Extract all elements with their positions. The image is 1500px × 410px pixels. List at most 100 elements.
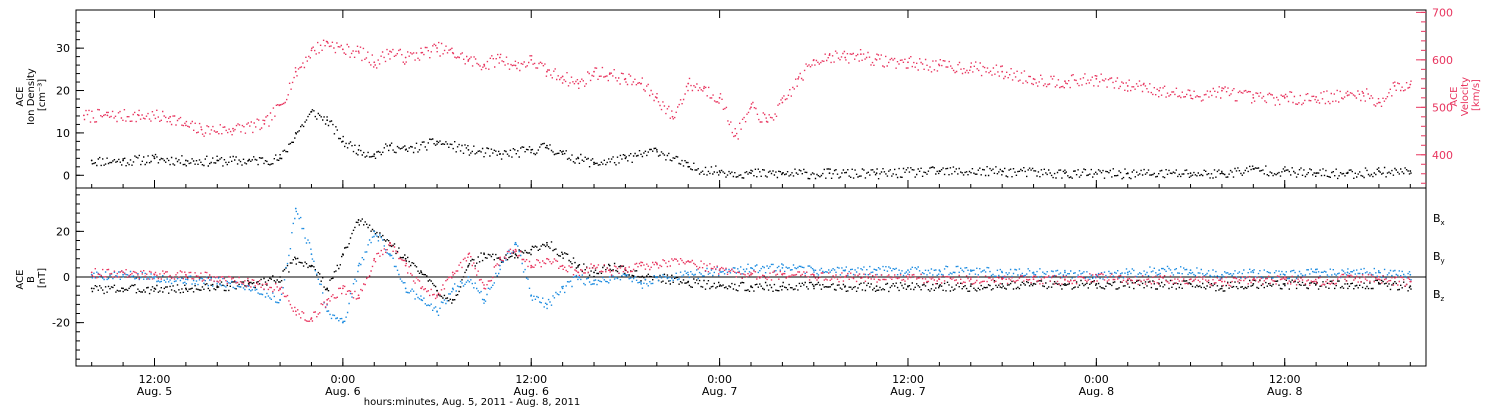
series-by-point-24: [561, 287, 564, 290]
series-bz-point-14: [404, 264, 407, 267]
top-right-tick-label-2: 600: [1432, 54, 1453, 67]
series-by-point-16: [436, 310, 438, 313]
series-bz-point-32: [718, 269, 721, 272]
series-by-point-43: [1064, 271, 1066, 274]
series-density-point-2: [153, 157, 156, 160]
series-bz-point-15: [420, 287, 423, 290]
series-bz-point-19: [483, 287, 486, 290]
series-density-point-39: [1315, 172, 1318, 175]
series-density-point-41: [1378, 170, 1380, 172]
series-bz-point-13: [389, 241, 391, 244]
bottom-left-title-line-1: ACE: [15, 270, 26, 290]
series-density-point-7: [294, 132, 297, 134]
series-by-point-8: [310, 253, 313, 256]
top-left-tick-label-3: 30: [56, 42, 70, 55]
series-by-point-36: [844, 269, 847, 272]
series-bz-point-26: [593, 264, 595, 267]
series-bz-point-29: [640, 264, 643, 267]
series-velocity-point-26: [561, 75, 564, 78]
top-right-title-line-3: [km/s]: [1471, 79, 1482, 111]
series-velocity-point-45: [859, 53, 862, 56]
legend-Bx: Bx: [1433, 212, 1445, 227]
series-density-point-40: [1346, 172, 1349, 175]
series-velocity-point-33: [671, 115, 674, 118]
series-bx-point-40: [969, 285, 972, 288]
series-density-point-32: [1001, 170, 1004, 172]
bottom-left-axis: -20 0 20: [52, 194, 84, 360]
series-bz-point-20: [498, 257, 501, 260]
top-right-tick-label-3: 700: [1432, 6, 1453, 19]
series-density-point-27: [750, 172, 752, 175]
series-by-point-50: [1283, 273, 1286, 276]
series-velocity-point-21: [483, 63, 486, 66]
series-bx-point-19: [483, 253, 486, 256]
series-bx-point-48: [1221, 285, 1223, 288]
series-bz-point-16: [436, 294, 438, 297]
series-velocity-point-63: [1362, 92, 1365, 94]
x-tick-date-3: Aug. 7: [702, 385, 737, 398]
series-density-point-22: [593, 161, 595, 164]
series-by-point-23: [546, 303, 548, 306]
series-by-point-27: [608, 276, 611, 278]
series-density-point-34: [1126, 172, 1129, 175]
bottom-x-ticks: [91, 358, 1411, 366]
series-velocity-point-0: [82, 114, 85, 117]
series-by-point-45: [1126, 271, 1129, 274]
series-bx-point-35: [812, 285, 815, 288]
series-bz-point-2: [153, 273, 156, 276]
series-bx-point-38: [907, 285, 909, 288]
series-by-points: [91, 210, 1412, 323]
series-by-point-6: [279, 298, 281, 301]
series-velocity-point-56: [1158, 89, 1161, 92]
legend-By-sub: y: [1441, 257, 1445, 265]
series-bx-point-21: [514, 253, 517, 256]
series-velocity-point-25: [546, 70, 548, 73]
legend-Bz-base: B: [1433, 288, 1441, 301]
series-density-point-31: [938, 170, 941, 172]
bottom-left-title-line-3: [nT]: [37, 268, 48, 288]
series-by-point-31: [687, 273, 690, 276]
series-bx-point-36: [844, 285, 847, 288]
series-velocity-point-4: [184, 124, 187, 127]
series-bz-point-36: [844, 276, 847, 278]
series-bx-point-17: [451, 298, 454, 301]
series-by-point-53: [1378, 271, 1380, 274]
series-velocity-point-39: [765, 120, 768, 123]
series-bz-point-11: [357, 294, 360, 297]
x-tick-time-5: 0:00: [1084, 373, 1109, 386]
series-bx-point-22: [530, 248, 533, 251]
series-velocity-point-53: [1095, 77, 1098, 80]
series-density-point-11: [357, 148, 360, 151]
series-density: [90, 109, 1412, 180]
series-bz-point-31: [687, 260, 690, 262]
series-bz-point-52: [1346, 276, 1349, 278]
series-by-point-37: [875, 269, 878, 272]
series-by-point-47: [1189, 269, 1192, 272]
x-tick-date-6: Aug. 8: [1267, 385, 1302, 398]
bottom-left-tick-label-0: -20: [52, 317, 70, 330]
legend-Bz: Bz: [1433, 288, 1445, 303]
series-velocity-point-48: [938, 64, 941, 67]
series-bx-point-25: [577, 264, 580, 267]
series-bz-point-8: [310, 317, 313, 319]
series-bx-point-42: [1032, 282, 1035, 285]
series-bz-point-41: [1001, 278, 1004, 281]
series-density-point-18: [530, 148, 533, 151]
series-by-point-25: [577, 276, 580, 278]
series-bz-point-49: [1252, 278, 1255, 281]
series-by-point-42: [1032, 271, 1035, 274]
series-velocity-point-12: [341, 48, 344, 51]
series-bz-point-22: [530, 264, 533, 267]
series-velocity-point-19: [451, 51, 454, 54]
series-by-point-35: [812, 269, 815, 272]
series-bz-point-12: [373, 257, 376, 260]
series-by-point-52: [1346, 271, 1349, 274]
series-by-point-26: [593, 282, 595, 285]
top-left-tick-label-2: 20: [56, 85, 70, 98]
series-bz-point-3: [184, 273, 187, 276]
series-density-point-19: [546, 144, 548, 147]
series-by-point-14: [404, 287, 407, 290]
series-bz-point-35: [812, 273, 815, 276]
series-velocity-point-37: [734, 134, 737, 137]
